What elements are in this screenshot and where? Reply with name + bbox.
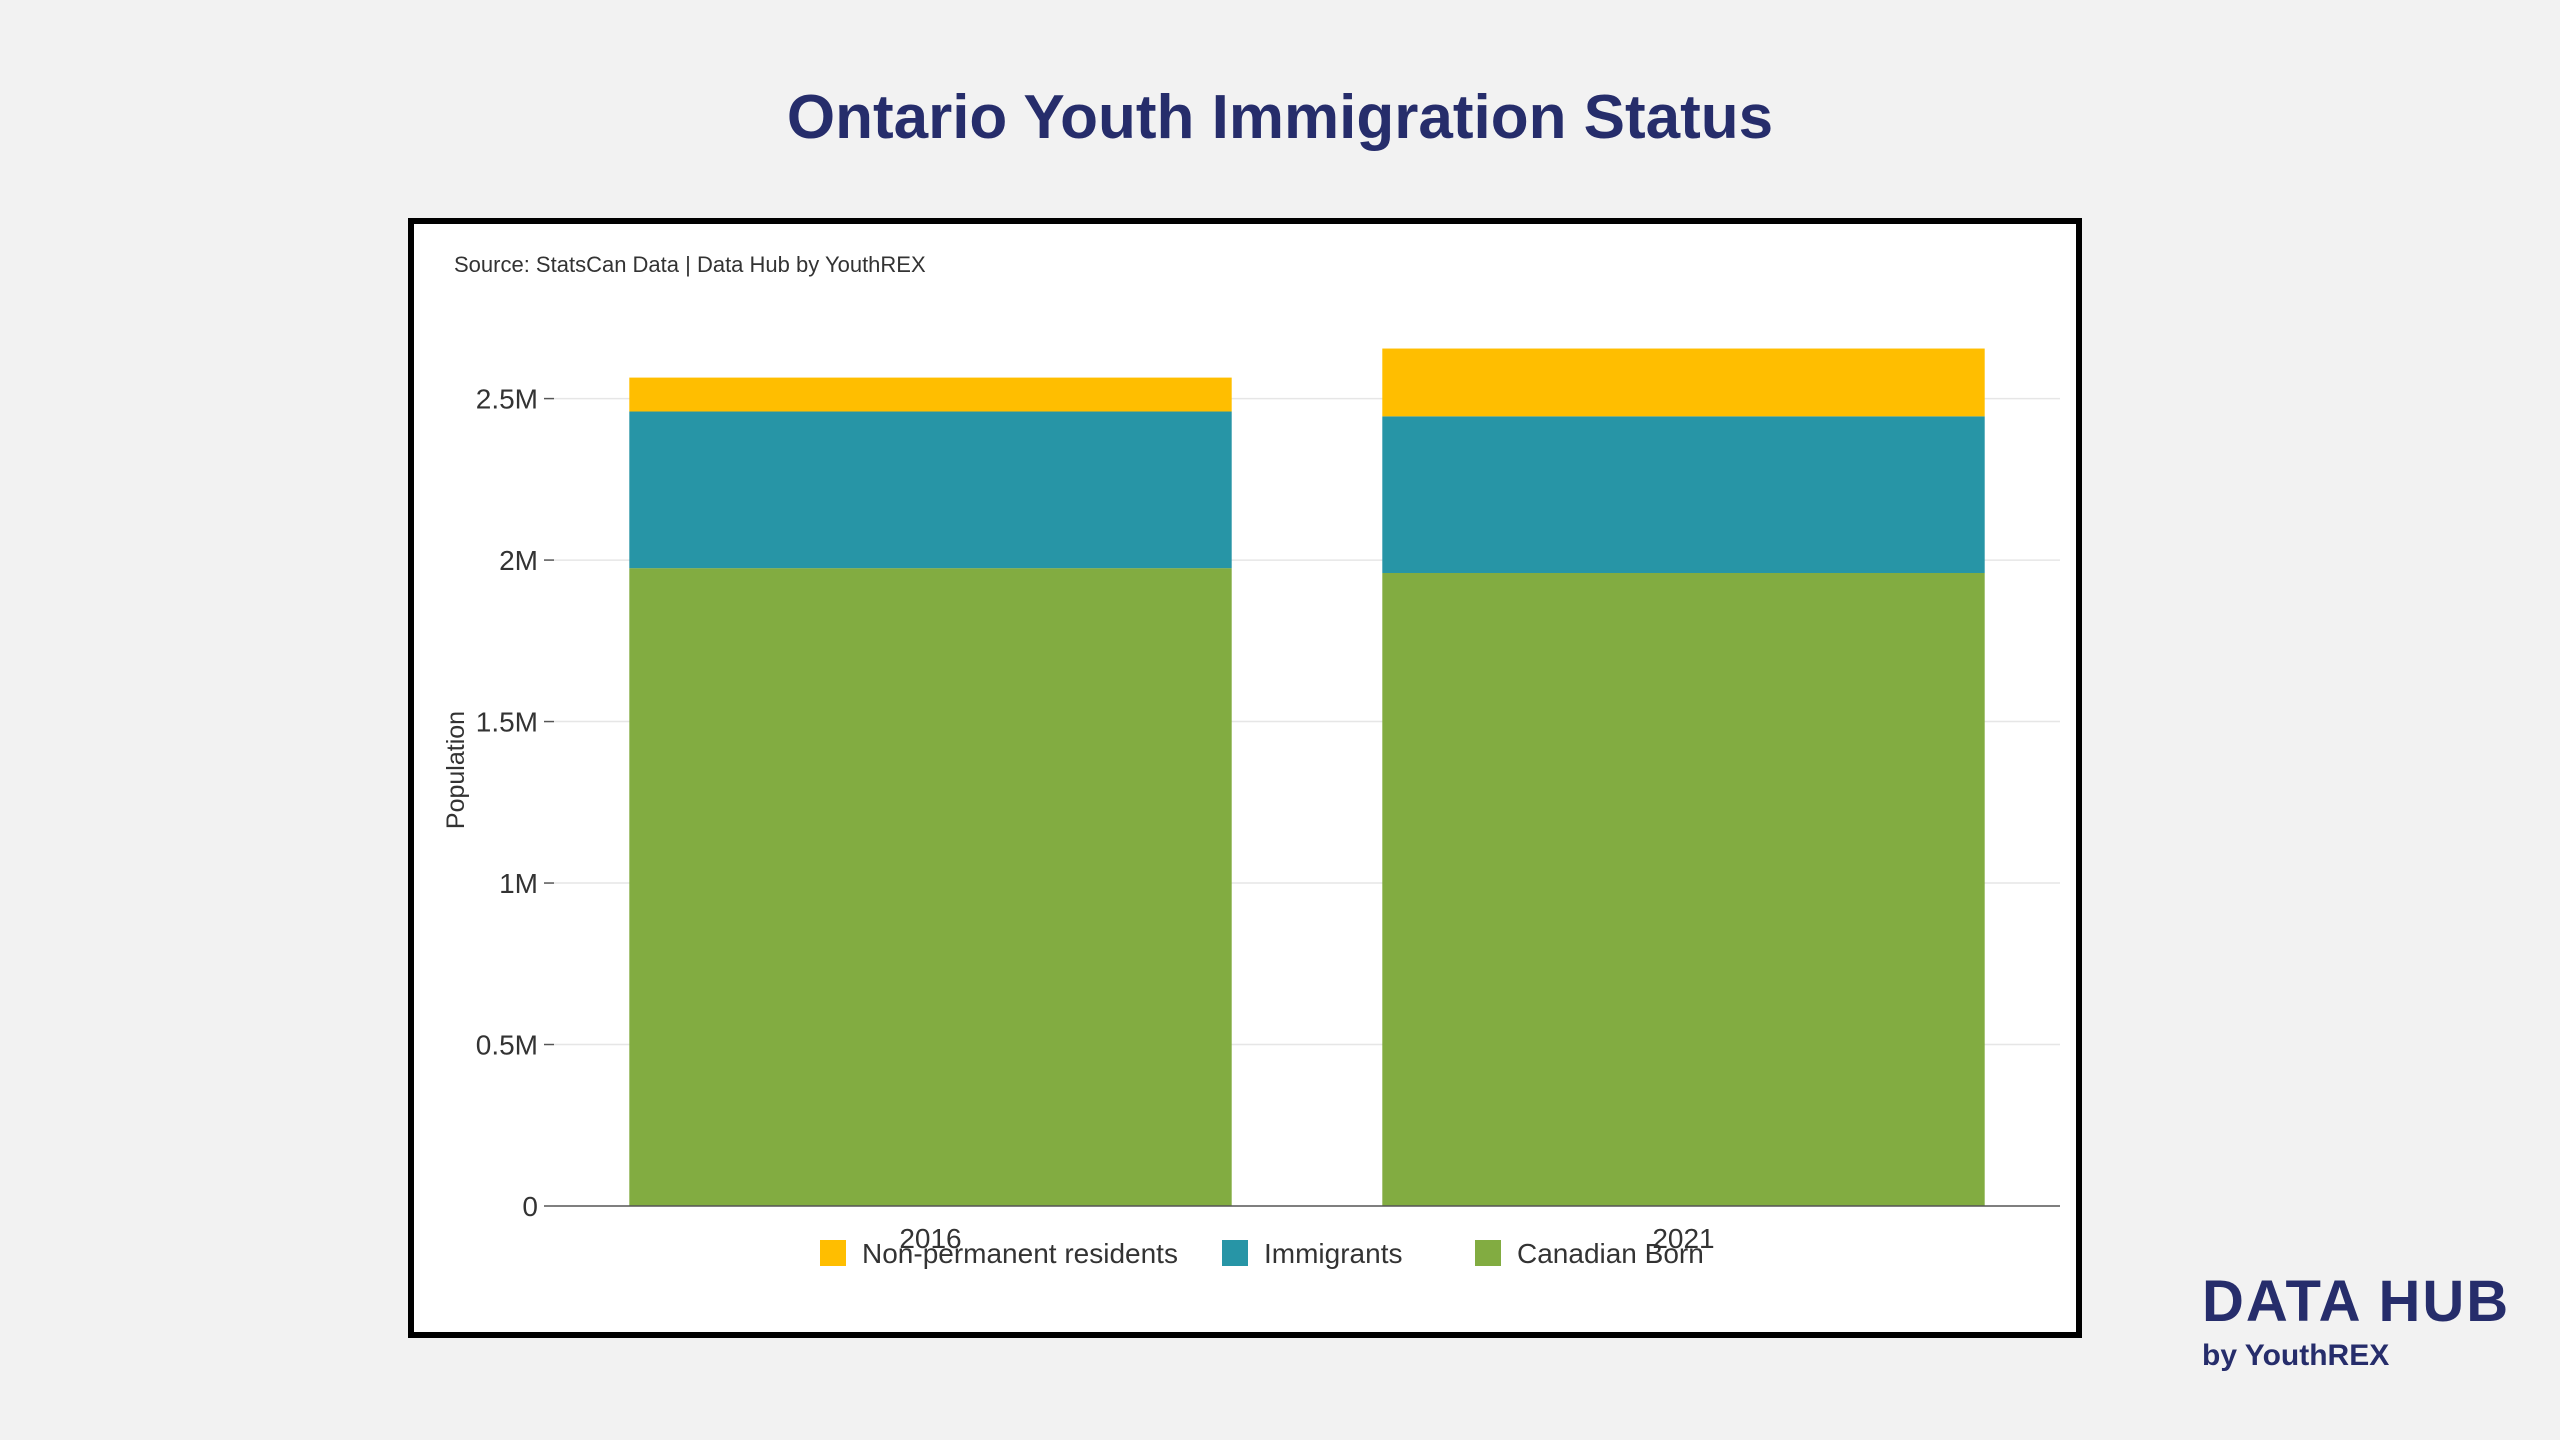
y-tick-label: 0 <box>522 1191 538 1222</box>
bars <box>629 348 1985 1206</box>
legend: Non-permanent residents Immigrants Canadia… <box>820 1238 1704 1269</box>
y-tick-label: 2M <box>499 545 538 576</box>
bar-canadian-born-2016 <box>629 568 1232 1206</box>
legend-label: Immigrants <box>1264 1238 1402 1269</box>
page-title: Ontario Youth Immigration Status <box>786 83 1774 152</box>
legend-swatch <box>820 1240 846 1266</box>
y-tick-label: 1M <box>499 868 538 899</box>
brand-logo: DATA HUB by YouthREX <box>2202 1270 2510 1378</box>
bar-non-permanent-residents-2016 <box>629 377 1232 412</box>
brand-tagline: by YouthREX <box>2202 1339 2390 1372</box>
chart-card: Source: StatsCan Data | Data Hub by Yout… <box>408 218 2082 1338</box>
x-tick-label: 2021 <box>1652 1223 1714 1254</box>
legend-label: Non-permanent residents <box>862 1238 1178 1269</box>
y-tick-label: 1.5M <box>476 707 538 738</box>
bar-immigrants-2021 <box>1382 416 1985 573</box>
source-note: Source: StatsCan Data | Data Hub by Yout… <box>454 252 926 277</box>
y-axis-title: Population <box>442 711 470 829</box>
legend-swatch <box>1222 1240 1248 1266</box>
stacked-bar-chart: Source: StatsCan Data | Data Hub by Yout… <box>442 252 2060 1269</box>
legend-swatch <box>1475 1240 1501 1266</box>
brand-name: DATA HUB <box>2202 1269 2511 1334</box>
legend-label: Canadian Born <box>1517 1238 1704 1269</box>
bar-immigrants-2016 <box>629 411 1232 569</box>
axes: 0 0.5M 1M 1.5M 2M 2.5M Population 2016 2021 <box>442 384 2060 1254</box>
bar-canadian-born-2021 <box>1382 572 1985 1206</box>
y-tick-label: 0.5M <box>476 1030 538 1061</box>
y-tick-label: 2.5M <box>476 384 538 415</box>
x-tick-label: 2016 <box>899 1223 961 1254</box>
bar-non-permanent-residents-2021 <box>1382 348 1985 417</box>
